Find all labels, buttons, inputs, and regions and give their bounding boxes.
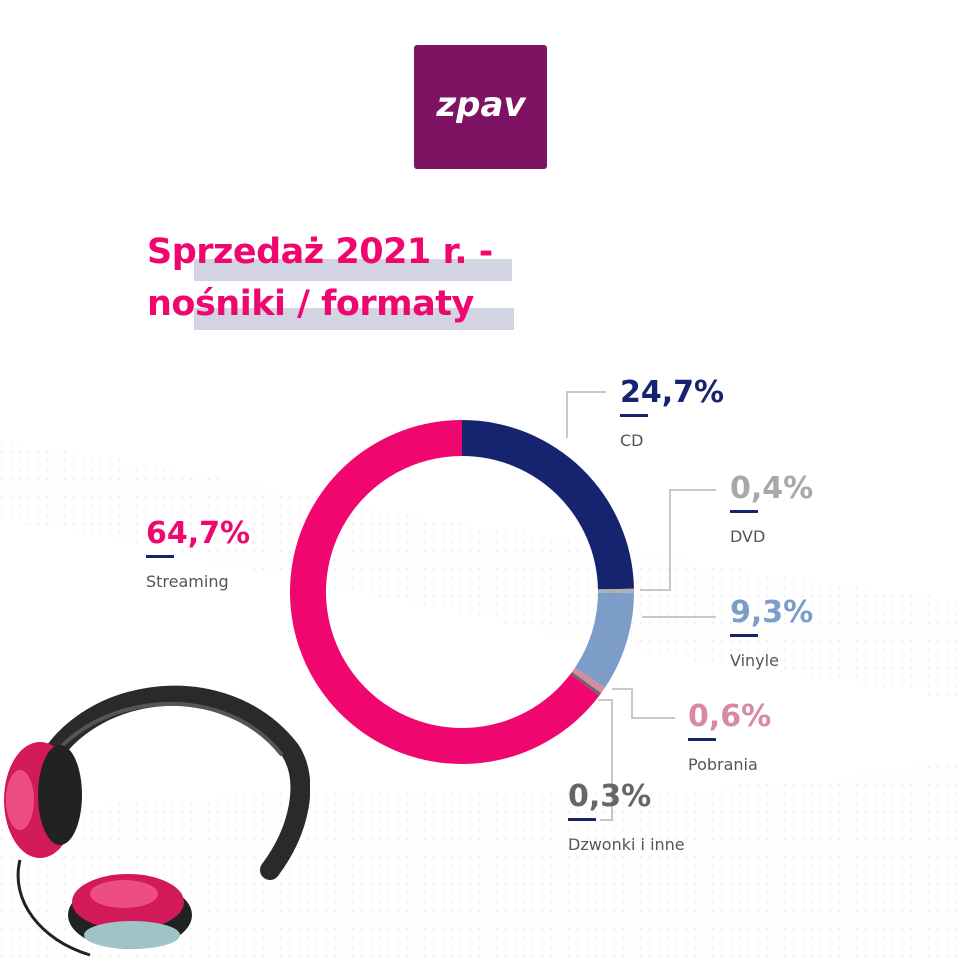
- label-underline: [730, 634, 758, 637]
- donut-slice-dvd: [597, 588, 634, 594]
- leader-line-pobrania: [612, 688, 675, 719]
- category-label-dzwonki-i-inne: Dzwonki i inne: [568, 835, 685, 854]
- label-underline: [568, 818, 596, 821]
- leader-line-dvd: [640, 489, 716, 591]
- donut-slice-cd: [462, 420, 634, 590]
- category-label-dvd: DVD: [730, 527, 765, 546]
- donut-slice-pobrania: [572, 667, 605, 694]
- category-label-cd: CD: [620, 431, 644, 450]
- zpav-logo: zpav: [414, 45, 547, 169]
- category-label-streaming: Streaming: [146, 572, 229, 591]
- donut-slice-dzwonki-i-inne: [570, 671, 602, 696]
- donut-slice-vinyle: [574, 592, 634, 688]
- label-underline: [146, 555, 174, 558]
- chart-title: Sprzedaż 2021 r. - nośniki / formaty: [147, 226, 514, 330]
- zpav-logo-mark: zpav: [435, 85, 527, 125]
- leader-line-dzwonki-i-inne: [598, 699, 613, 821]
- title-highlight: [194, 259, 512, 281]
- title-line-1: Sprzedaż 2021 r. -: [147, 232, 493, 272]
- title-line-2: nośniki / formaty: [147, 284, 474, 324]
- label-underline: [688, 738, 716, 741]
- data-label-cd: 24,7%: [620, 375, 724, 410]
- data-label-dvd: 0,4%: [730, 471, 813, 506]
- data-label-dzwonki-i-inne: 0,3%: [568, 779, 651, 814]
- leader-line-cd: [566, 391, 606, 438]
- category-label-pobrania: Pobrania: [688, 755, 758, 774]
- title-highlight: [194, 308, 514, 330]
- headphones-image: [4, 685, 310, 957]
- svg-text:zpav: zpav: [435, 85, 527, 125]
- data-label-vinyle: 9,3%: [730, 595, 813, 630]
- data-label-streaming: 64,7%: [146, 516, 250, 551]
- data-label-pobrania: 0,6%: [688, 699, 771, 734]
- label-underline: [730, 510, 758, 513]
- category-label-vinyle: Vinyle: [730, 651, 779, 670]
- label-underline: [620, 414, 648, 417]
